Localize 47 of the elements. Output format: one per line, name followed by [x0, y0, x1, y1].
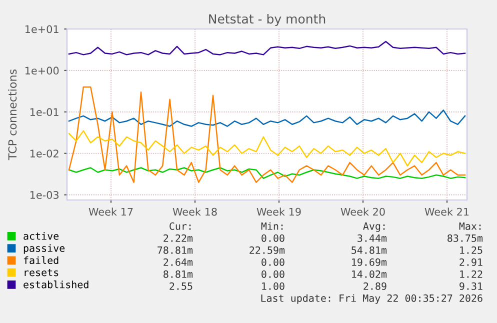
text: 54.81m: [352, 246, 387, 254]
text: 2.22m: [164, 234, 193, 242]
text: 3.44m: [358, 234, 387, 242]
y-tick-label: 1e-03: [30, 191, 59, 199]
legend-label: resets: [24, 269, 58, 276]
text: 8.81m: [164, 270, 193, 278]
x-tick-label: Week 19: [256, 208, 301, 216]
y-tick-label: 1e+00: [25, 66, 59, 75]
x-tick-label: Week 18: [172, 208, 217, 216]
y-tick-label: 1e-02: [30, 150, 58, 158]
line-series: [68, 110, 466, 127]
text: 2.55: [170, 282, 192, 290]
y-tick-label: 1e-01: [30, 108, 58, 116]
text: Min:: [261, 222, 283, 230]
x-tick-label: Week 21: [424, 208, 469, 216]
text: 0.00: [262, 234, 284, 242]
text: 78.81m: [158, 246, 193, 254]
legend-label: established: [24, 280, 88, 288]
x-tick-label: Week 17: [88, 208, 133, 216]
text: 0.00: [262, 270, 284, 278]
legend-label: passive: [24, 244, 65, 254]
line-series: [68, 86, 466, 183]
x-tick-label: Week 20: [340, 208, 385, 216]
y-axis-title: TCP connections: [8, 69, 17, 160]
line-series: [68, 130, 466, 166]
text: 83.75m: [448, 234, 483, 242]
text: 9.31: [460, 282, 482, 290]
text: 14.02m: [352, 270, 387, 278]
text: 2.91: [460, 258, 482, 266]
legend-label: active: [24, 232, 59, 240]
text: 2.64m: [164, 258, 193, 266]
text: Avg:: [363, 222, 385, 232]
text: 0.00: [262, 258, 284, 266]
line-series: [68, 167, 466, 179]
text: Max:: [459, 222, 481, 230]
text: Cur:: [170, 222, 191, 230]
chart-title: Netstat - by month: [209, 14, 326, 26]
text: 19.69m: [352, 258, 387, 266]
text: Last update: Fri May 22 00:35:27 2026: [261, 294, 482, 304]
text: 1.00: [262, 282, 284, 290]
text: 1.25: [460, 246, 482, 254]
legend-label: failed: [24, 256, 58, 264]
line-series: [68, 40, 466, 56]
text: 22.59m: [250, 246, 285, 254]
text: 2.89: [364, 282, 386, 290]
text: 1.22: [460, 270, 482, 278]
y-tick-label: 1e+01: [25, 25, 58, 34]
